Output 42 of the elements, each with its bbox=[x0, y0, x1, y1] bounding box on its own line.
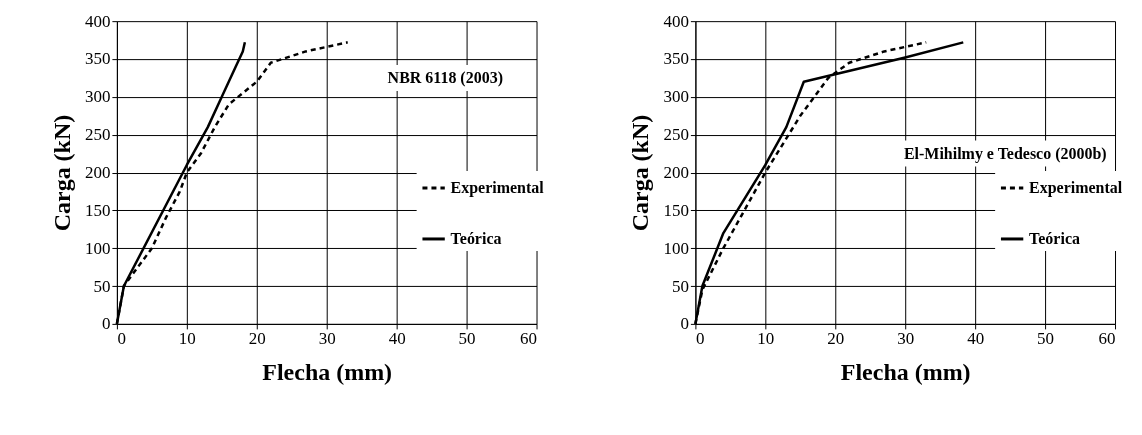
x-tick-label: 10 bbox=[757, 329, 775, 349]
y-tick-label: 350 bbox=[84, 49, 111, 69]
y-tick-label: 0 bbox=[101, 314, 111, 334]
annotation: NBR 6118 (2003) bbox=[387, 68, 503, 87]
x-tick-label: 50 bbox=[1037, 329, 1055, 349]
y-tick-label: 250 bbox=[663, 125, 689, 145]
x-tick-label: 0 bbox=[117, 329, 126, 349]
x-tick-label: 50 bbox=[458, 329, 476, 349]
x-tick-label: 60 bbox=[1098, 329, 1116, 349]
y-tick-label: 200 bbox=[663, 163, 689, 183]
annotation: El-Mihilmy e Tedesco (2000b) bbox=[903, 144, 1107, 163]
legend-label: Experimental bbox=[450, 179, 545, 197]
y-tick-label: 50 bbox=[93, 276, 111, 296]
y-tick-label: 300 bbox=[663, 87, 689, 107]
y-tick-label: 400 bbox=[84, 11, 111, 31]
x-tick-label: 40 bbox=[388, 329, 406, 349]
y-tick-label: 350 bbox=[663, 49, 689, 69]
y-tick-label: 50 bbox=[671, 276, 689, 296]
x-tick-label: 10 bbox=[178, 329, 196, 349]
y-tick-label: 250 bbox=[84, 125, 111, 145]
x-axis-title: Flecha (mm) bbox=[262, 359, 393, 386]
y-tick-label: 100 bbox=[84, 238, 111, 258]
x-tick-label: 20 bbox=[827, 329, 845, 349]
x-tick-label: 30 bbox=[318, 329, 336, 349]
y-tick-label: 150 bbox=[663, 200, 689, 220]
x-tick-label: 0 bbox=[695, 329, 705, 349]
y-tick-label: 300 bbox=[84, 87, 111, 107]
y-axis-title: Carga (kN) bbox=[48, 114, 75, 232]
y-tick-label: 400 bbox=[663, 11, 689, 31]
x-tick-label: 60 bbox=[520, 329, 538, 349]
y-tick-label: 200 bbox=[84, 163, 111, 183]
y-axis-title: Carga (kN) bbox=[627, 114, 654, 232]
legend-label: Teórica bbox=[1029, 229, 1080, 247]
x-tick-label: 20 bbox=[248, 329, 266, 349]
x-tick-label: 30 bbox=[897, 329, 915, 349]
legend-label: Teórica bbox=[450, 229, 502, 247]
legend-label: Experimental bbox=[1029, 179, 1123, 197]
y-tick-label: 0 bbox=[680, 314, 689, 334]
x-tick-label: 40 bbox=[967, 329, 985, 349]
y-tick-label: 150 bbox=[84, 200, 111, 220]
y-tick-label: 100 bbox=[663, 238, 689, 258]
x-axis-title: Flecha (mm) bbox=[840, 359, 971, 386]
